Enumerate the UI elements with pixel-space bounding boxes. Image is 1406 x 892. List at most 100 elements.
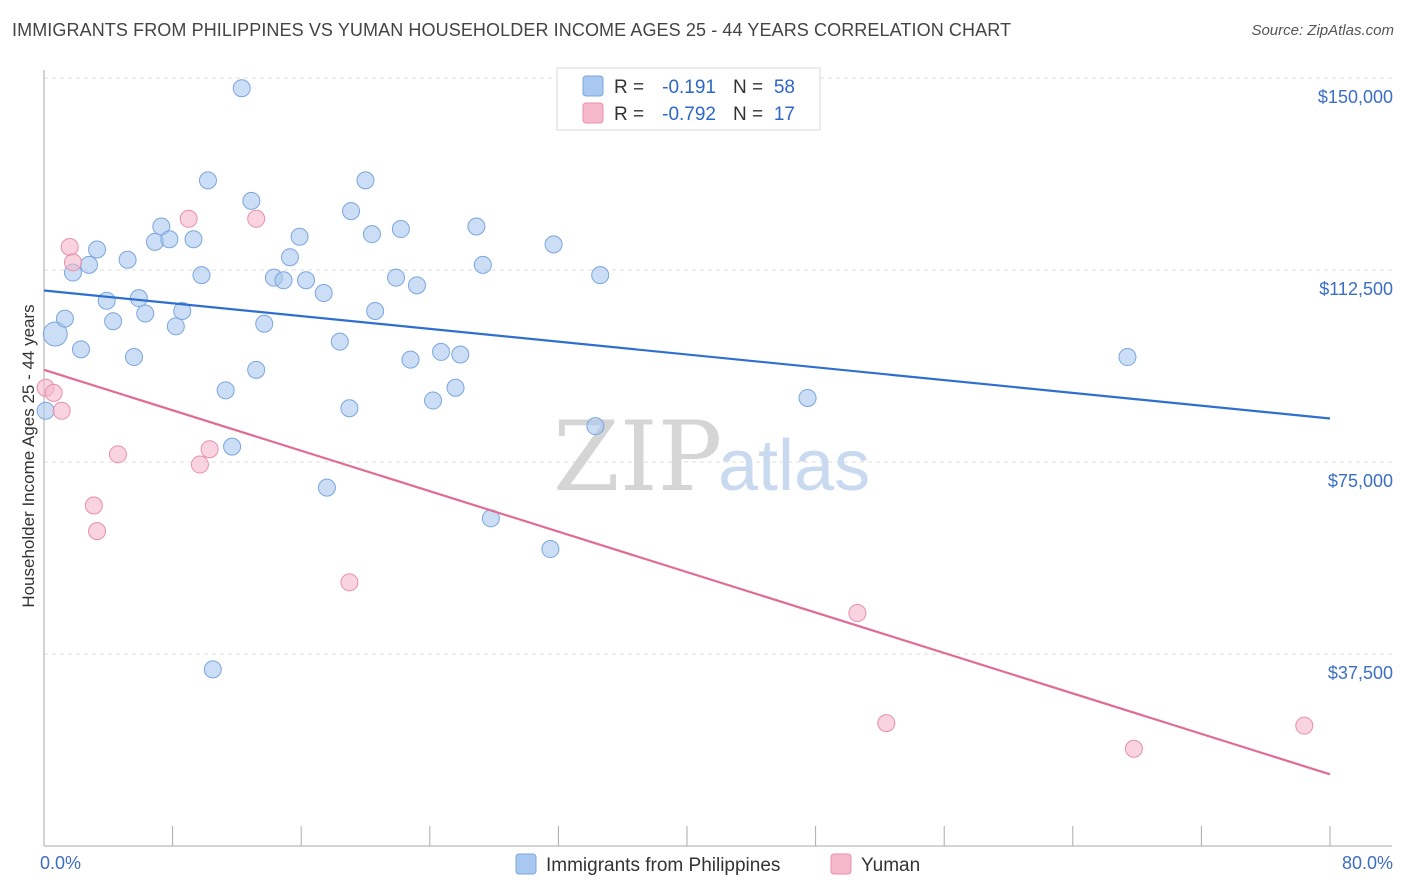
point-philippines <box>591 266 610 285</box>
point-yuman <box>63 253 82 272</box>
point-philippines <box>97 291 116 310</box>
watermark: ZIP atlas <box>553 401 870 513</box>
point-yuman <box>190 455 209 474</box>
point-philippines <box>798 389 817 407</box>
legend-n-value-2: 17 <box>774 104 795 125</box>
point-yuman <box>340 573 359 592</box>
y-tick-label: $150,000 <box>1318 87 1393 107</box>
stats-legend: R = -0.191 N = 58 R = -0.792 N = 17 <box>556 67 821 131</box>
x-axis-ticks <box>172 826 1331 846</box>
point-yuman <box>848 604 867 623</box>
point-philippines <box>366 301 385 320</box>
point-yuman <box>52 401 71 420</box>
point-yuman <box>1295 716 1314 735</box>
chart-source: Source: ZipAtlas.com <box>1251 22 1394 39</box>
point-philippines <box>247 360 266 379</box>
point-philippines <box>255 314 274 333</box>
point-yuman <box>200 440 219 459</box>
point-philippines <box>203 660 222 679</box>
point-philippines <box>317 478 336 497</box>
point-philippines <box>290 227 309 246</box>
legend-swatch-blue <box>582 75 604 97</box>
point-philippines <box>55 309 74 328</box>
trend-line-philippines <box>43 289 1331 420</box>
point-yuman <box>1124 739 1143 758</box>
point-philippines <box>71 340 90 359</box>
chart-title: IMMIGRANTS FROM PHILIPPINES VS YUMAN HOU… <box>12 20 1012 40</box>
point-philippines <box>387 268 406 287</box>
x-tick-label-min: 0.0% <box>40 853 81 873</box>
gridlines <box>44 77 1392 655</box>
point-yuman <box>247 209 266 228</box>
point-philippines <box>242 191 261 210</box>
legend-n-label-2: N = <box>733 104 763 125</box>
y-tick-label: $37,500 <box>1328 663 1393 683</box>
point-philippines <box>80 255 99 274</box>
point-philippines <box>88 240 107 259</box>
point-philippines <box>129 289 148 308</box>
point-philippines <box>216 381 235 400</box>
point-philippines <box>104 312 123 331</box>
point-philippines <box>192 266 211 285</box>
legend-n-value-1: 58 <box>774 77 795 98</box>
watermark-zip: ZIP <box>553 401 722 513</box>
point-philippines <box>467 217 486 236</box>
series-legend-label-yuman: Yuman <box>861 855 920 876</box>
series-legend: Immigrants from Philippines Yuman <box>515 853 920 876</box>
point-philippines <box>424 391 443 410</box>
y-axis-title: Householder Income Ages 25 - 44 years <box>19 304 38 607</box>
point-philippines <box>232 79 251 98</box>
point-philippines <box>432 342 451 361</box>
y-tick-label: $112,500 <box>1319 279 1393 299</box>
point-philippines <box>586 417 605 436</box>
series-legend-swatch-yuman <box>830 853 852 875</box>
point-yuman <box>84 496 103 515</box>
point-philippines <box>297 271 316 290</box>
x-tick-label-max: 80.0% <box>1342 853 1393 873</box>
y-tick-labels: $37,500 $75,000 $112,500 $150,000 <box>1318 87 1393 683</box>
legend-r-value-1: -0.191 <box>662 77 716 98</box>
point-philippines <box>446 378 465 397</box>
point-philippines <box>356 171 375 190</box>
series-legend-swatch-philippines <box>515 853 537 875</box>
point-philippines <box>160 230 179 249</box>
point-philippines <box>314 284 333 303</box>
point-philippines <box>36 401 55 420</box>
point-yuman <box>179 209 198 228</box>
legend-r-label-2: R = <box>614 104 644 125</box>
legend-r-value-2: -0.792 <box>662 104 716 125</box>
point-philippines <box>330 332 349 351</box>
point-philippines <box>223 437 242 456</box>
point-philippines <box>136 304 155 323</box>
point-philippines <box>544 235 563 254</box>
point-philippines <box>473 255 492 274</box>
legend-n-label-1: N = <box>733 77 763 98</box>
point-philippines <box>198 171 217 190</box>
legend-swatch-pink <box>582 102 604 124</box>
point-philippines <box>362 225 381 244</box>
point-philippines <box>407 276 426 295</box>
point-philippines <box>451 345 470 364</box>
point-philippines <box>184 230 203 249</box>
trend-line-yuman <box>43 368 1331 776</box>
point-philippines <box>340 399 359 418</box>
point-philippines <box>173 301 192 320</box>
point-philippines <box>118 250 137 269</box>
point-yuman <box>877 714 896 733</box>
trend-lines <box>43 289 1331 776</box>
point-philippines <box>342 202 361 221</box>
point-philippines <box>280 248 299 267</box>
watermark-atlas: atlas <box>718 426 870 506</box>
point-philippines <box>274 271 293 290</box>
point-philippines <box>42 321 68 347</box>
data-points <box>36 79 1314 758</box>
point-philippines <box>541 540 560 559</box>
point-philippines <box>391 220 410 239</box>
series-legend-label-philippines: Immigrants from Philippines <box>546 855 780 876</box>
point-philippines <box>166 317 185 336</box>
point-philippines <box>401 350 420 369</box>
point-philippines <box>125 348 144 367</box>
y-tick-label: $75,000 <box>1328 471 1393 491</box>
legend-r-label-1: R = <box>614 77 644 98</box>
